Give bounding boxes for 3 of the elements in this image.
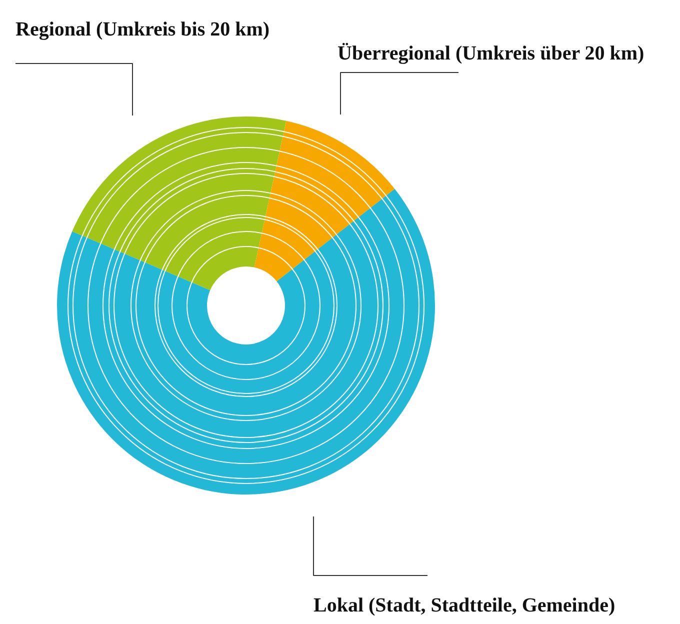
slice-label: Überregional (Umkreis über 20 km) [338, 42, 644, 64]
slice-label: Lokal (Stadt, Stadtteile, Gemeinde) [314, 594, 616, 616]
slice-label: Regional (Umkreis bis 20 km) [16, 18, 270, 40]
